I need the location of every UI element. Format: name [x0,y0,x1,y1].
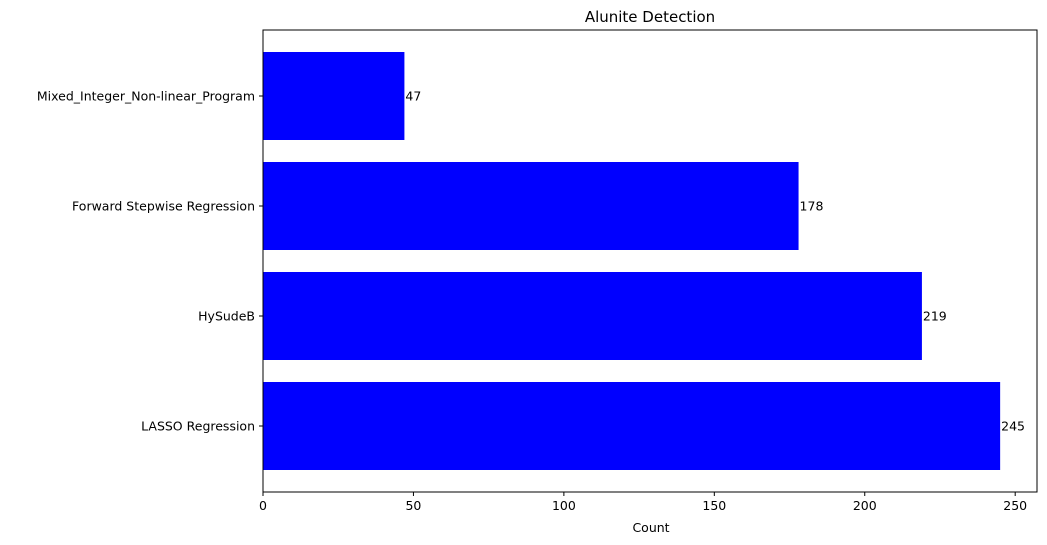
x-axis-label: Count [632,520,669,535]
y-tick-label-0: LASSO Regression [141,419,255,434]
x-tick-label-4: 200 [853,498,877,513]
x-axis: 0 50 100 150 200 250 [259,492,1027,513]
data-label-1: 219 [923,309,947,324]
data-label-2: 178 [800,199,824,214]
bar-2 [263,162,799,250]
y-tick-label-3: Mixed_Integer_Non-linear_Program [37,89,255,104]
plot-frame [262,29,1038,493]
chart-title: Alunite Detection [585,8,715,26]
y-axis: LASSO Regression HySudeB Forward Stepwise … [37,89,263,434]
data-label-3: 47 [405,89,421,104]
bars-layer [263,52,1001,470]
x-tick-label-1: 50 [405,498,421,513]
x-tick-label-2: 100 [552,498,576,513]
x-tick-label-3: 150 [702,498,726,513]
bar-1 [263,272,922,360]
data-labels-layer: 245 219 178 47 [405,89,1025,434]
bar-3 [263,52,405,140]
data-label-0: 245 [1001,419,1025,434]
y-tick-label-1: HySudeB [198,309,255,324]
x-tick-label-5: 250 [1003,498,1027,513]
bar-0 [263,382,1001,470]
y-tick-label-2: Forward Stepwise Regression [72,199,255,214]
x-tick-label-0: 0 [259,498,267,513]
